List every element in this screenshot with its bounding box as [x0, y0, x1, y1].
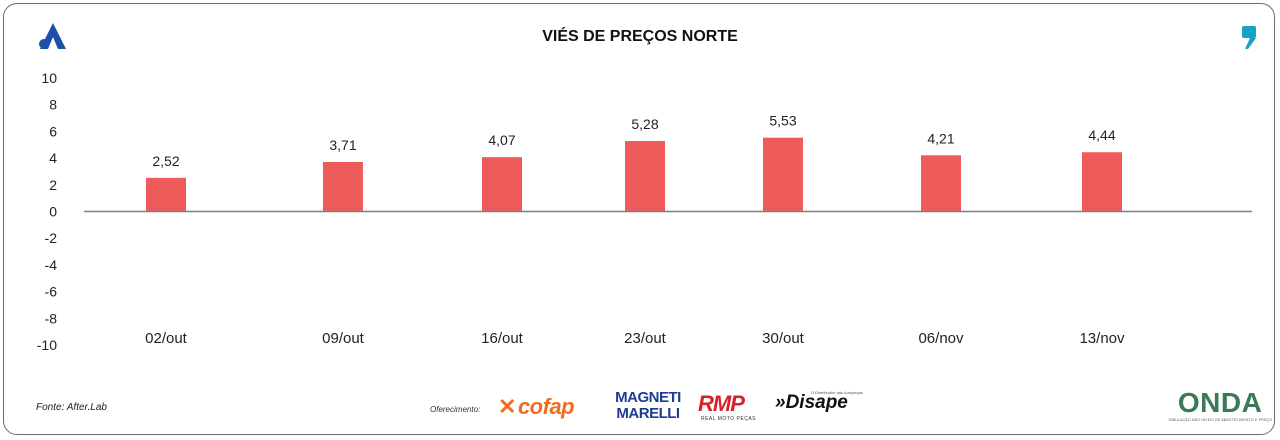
disape-logo: O Distribuidor das Autopeças »Disape [775, 390, 863, 414]
y-tick-label: 0 [49, 204, 57, 220]
bar [323, 161, 363, 212]
magneti-text: MAGNETI [615, 389, 681, 406]
rmp-logo: RMP REAL MOTO PEÇAS [698, 392, 756, 428]
y-tick-label: 10 [41, 70, 57, 86]
cofap-x-icon: ✕ [498, 394, 516, 419]
y-tick-label: -8 [45, 310, 58, 326]
rmp-subtitle: REAL MOTO PEÇAS [700, 416, 756, 422]
bar [763, 137, 803, 212]
quote-mark-icon [1242, 26, 1256, 49]
bar [1082, 152, 1122, 212]
bar-value-label: 5,28 [631, 116, 658, 132]
cofap-logo: ✕cofap [498, 394, 575, 420]
y-tick-label: -6 [45, 284, 58, 300]
bar [625, 141, 665, 212]
rmp-text: RMP [698, 391, 745, 416]
brand-a-logo [39, 23, 66, 49]
bar-value-label: 3,71 [329, 137, 356, 153]
y-tick-label: -10 [37, 337, 57, 353]
bar-value-label: 4,21 [927, 130, 954, 146]
cofap-text: cofap [517, 394, 575, 419]
x-category-label: 23/out [624, 330, 667, 347]
x-category-label: 02/out [145, 330, 188, 347]
chart-card [3, 3, 1275, 435]
bar [482, 157, 522, 212]
onda-subtitle: TABULAÇÃO NÃO NÍVEIS DE ABASTECIMENTO E … [1168, 418, 1273, 422]
disape-subtitle: O Distribuidor das Autopeças [811, 390, 863, 395]
bar-value-label: 5,53 [769, 113, 796, 129]
y-tick-label: -4 [45, 257, 58, 273]
sponsor-label: Oferecimento: [430, 405, 481, 414]
disape-text: »Disape [775, 392, 848, 413]
bar [921, 155, 961, 212]
bar-value-label: 4,07 [488, 132, 515, 148]
x-category-label: 16/out [481, 330, 524, 347]
source-note: Fonte: After.Lab [36, 402, 107, 413]
y-tick-label: -2 [45, 230, 58, 246]
bar [146, 177, 186, 212]
y-tick-label: 2 [49, 177, 57, 193]
y-tick-label: 6 [49, 123, 57, 139]
onda-text: ONDA [1177, 387, 1263, 418]
bar-value-label: 4,44 [1088, 127, 1115, 143]
chart-title: VIÉS DE PREÇOS NORTE [542, 28, 738, 45]
x-category-label: 06/nov [918, 330, 964, 347]
bar-value-label: 2,52 [152, 153, 179, 169]
marelli-text: MARELLI [616, 405, 680, 422]
onda-logo: ONDA TABULAÇÃO NÃO NÍVEIS DE ABASTECIMEN… [1168, 387, 1273, 423]
y-tick-label: 8 [49, 97, 57, 113]
x-category-label: 09/out [322, 330, 365, 347]
x-category-label: 30/out [762, 330, 805, 347]
y-tick-label: 4 [49, 150, 57, 166]
x-category-label: 13/nov [1079, 330, 1125, 347]
magneti-marelli-logo: MAGNETI MARELLI [613, 390, 683, 426]
